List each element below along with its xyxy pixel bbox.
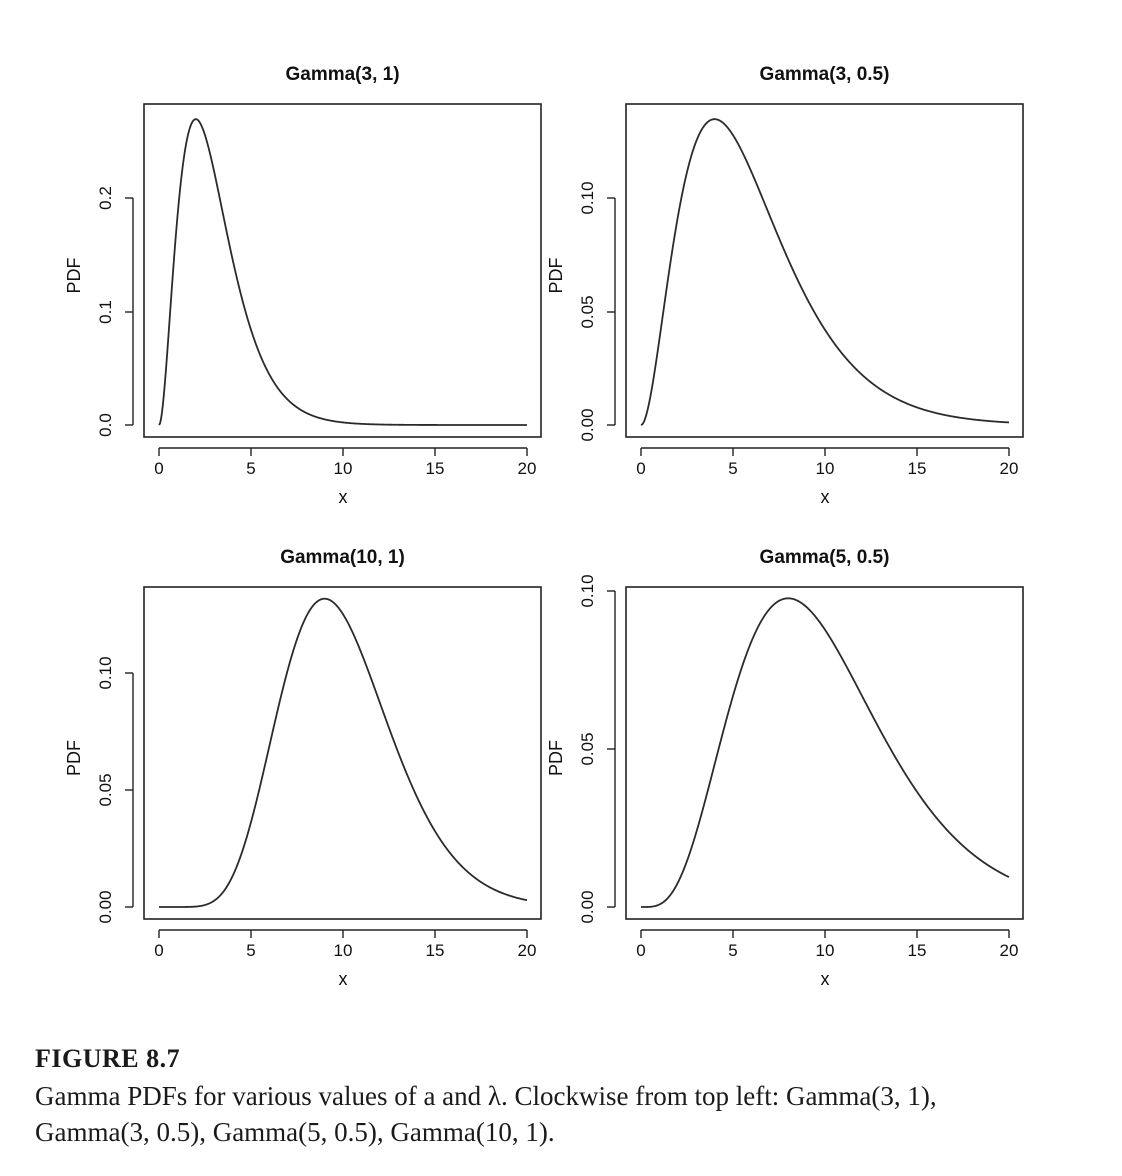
figure-caption-text: Gamma PDFs for various values of a and λ… bbox=[35, 1078, 1105, 1150]
y-tick-label: 0.0 bbox=[96, 413, 115, 437]
figure-label: FIGURE 8.7 bbox=[35, 1044, 181, 1073]
y-axis-label: PDF bbox=[546, 740, 566, 776]
x-tick-label: 10 bbox=[816, 941, 835, 960]
y-tick-label: 0.05 bbox=[578, 295, 597, 328]
x-axis-label: x bbox=[339, 487, 348, 507]
y-axis-label: PDF bbox=[64, 740, 84, 776]
plot-frame bbox=[143, 586, 542, 920]
y-tick-label: 0.10 bbox=[578, 574, 597, 607]
y-axis-label: PDF bbox=[546, 257, 566, 293]
chart-panel-2: Gamma(3, 0.5) 0 5 10 15 20 x 0.00 0.05 0.10 PDF bbox=[546, 64, 1024, 507]
x-tick-label: 0 bbox=[154, 941, 163, 960]
chart-panel-1: Gamma(3, 1) 0 5 10 15 20 x 0.0 0.1 0.2 PDF bbox=[64, 64, 542, 507]
x-tick-label: 10 bbox=[816, 459, 835, 478]
plot-frame bbox=[625, 103, 1024, 438]
x-tick-label: 0 bbox=[636, 941, 645, 960]
x-tick-label: 0 bbox=[636, 459, 645, 478]
pdf-curve bbox=[159, 597, 528, 908]
x-tick-label: 20 bbox=[518, 941, 537, 960]
y-tick-label: 0.2 bbox=[96, 186, 115, 210]
pdf-curve bbox=[158, 118, 527, 426]
plot-frame bbox=[143, 103, 542, 438]
x-tick-label: 15 bbox=[908, 459, 927, 478]
x-tick-label: 10 bbox=[334, 941, 353, 960]
y-tick-label: 0.00 bbox=[96, 890, 115, 923]
y-tick-label: 0.10 bbox=[578, 181, 597, 214]
x-axis-label: x bbox=[821, 487, 830, 507]
pdf-curve bbox=[640, 118, 1010, 426]
y-tick-label: 0.00 bbox=[578, 408, 597, 441]
x-tick-label: 20 bbox=[1000, 941, 1019, 960]
x-tick-label: 10 bbox=[334, 459, 353, 478]
caption-line-2: Gamma(3, 0.5), Gamma(5, 0.5), Gamma(10, … bbox=[35, 1117, 555, 1147]
chart-title: Gamma(3, 1) bbox=[285, 64, 399, 85]
x-tick-label: 15 bbox=[426, 459, 445, 478]
x-tick-label: 5 bbox=[728, 459, 737, 478]
chart-panel-4: Gamma(5, 0.5) 0 5 10 15 20 x 0.00 0.05 0.10 PDF bbox=[546, 547, 1024, 989]
x-tick-label: 5 bbox=[246, 459, 255, 478]
x-tick-label: 15 bbox=[908, 941, 927, 960]
x-tick-label: 5 bbox=[728, 941, 737, 960]
y-tick-label: 0.05 bbox=[96, 773, 115, 806]
y-axis-label: PDF bbox=[64, 257, 84, 293]
y-tick-label: 0.1 bbox=[96, 300, 115, 324]
x-tick-label: 15 bbox=[426, 941, 445, 960]
chart-title: Gamma(10, 1) bbox=[280, 547, 405, 568]
caption-line-1: Gamma PDFs for various values of a and λ… bbox=[35, 1081, 937, 1111]
x-tick-label: 20 bbox=[1000, 459, 1019, 478]
gamma-pdf-figure: Gamma(3, 1)0 5 10 15 20x0.00.10.2PDFGamma(3,… bbox=[64, 64, 1024, 989]
x-axis-label: x bbox=[821, 969, 830, 989]
figure-caption: FIGURE 8.7 Gamma PDFs for various values… bbox=[35, 1044, 1105, 1150]
x-tick-label: 0 bbox=[154, 459, 163, 478]
y-tick-label: 0.05 bbox=[578, 732, 597, 765]
x-tick-label: 5 bbox=[246, 941, 255, 960]
x-tick-label: 20 bbox=[518, 459, 537, 478]
plot-frame bbox=[625, 586, 1024, 920]
chart-title: Gamma(5, 0.5) bbox=[760, 547, 890, 568]
pdf-curve bbox=[641, 597, 1010, 908]
x-axis-label: x bbox=[339, 969, 348, 989]
chart-title: Gamma(3, 0.5) bbox=[760, 64, 890, 85]
y-tick-label: 0.10 bbox=[96, 656, 115, 689]
y-tick-label: 0.00 bbox=[578, 890, 597, 923]
chart-panel-3: Gamma(10, 1) 0 5 10 15 20 x 0.00 0.05 0.10 PDF bbox=[64, 547, 542, 989]
